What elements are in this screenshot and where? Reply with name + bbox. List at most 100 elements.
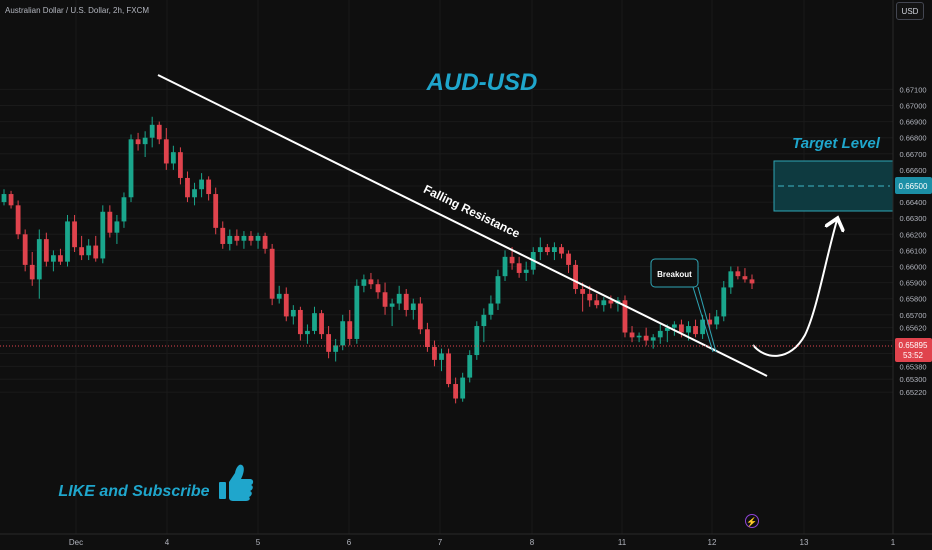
candle-body [100,211,106,259]
symbol-label[interactable]: Australian Dollar / U.S. Dollar, 2h, FXC… [5,6,150,15]
candle-body [608,300,614,304]
cta-text: LIKE and Subscribe [58,483,209,500]
lightning-icon[interactable]: ⚡ [745,514,759,528]
bar-countdown: 53:52 [903,351,924,360]
time-axis[interactable]: Dec 4 5 6 7 8 11 12 13 1 [0,533,932,547]
candle-body [333,345,339,352]
candle-body [72,221,77,248]
price-tick-label: 0.65620 [899,324,926,333]
candle-body [135,139,141,145]
candle-body [15,205,21,235]
candle-body [707,319,713,325]
candle-body [396,293,402,304]
projection-arrow [752,220,837,357]
time-tick-label: 11 [618,538,627,547]
candle-body [728,271,734,288]
candle-body [439,353,444,360]
candle-body [580,289,586,294]
candle-body [156,124,162,140]
price-tick-label: 0.65380 [899,362,926,371]
candle-body [657,330,663,338]
candle-body [361,279,367,286]
candle-body [107,211,113,233]
current-price-value: 0.65895 [899,341,928,350]
candle-body [664,327,670,331]
candle-body [185,177,190,198]
time-tick-label: 13 [800,538,809,547]
candle-body [297,309,303,335]
candle-body [255,235,261,241]
candle-body [354,285,360,339]
price-tick-label: 0.67000 [899,102,926,111]
target-level-label: Target Level [792,135,881,152]
candle-body [213,194,219,228]
candle-body [368,279,374,285]
breakout-callout[interactable] [650,258,699,288]
candle-body [269,248,275,299]
candle-body [340,321,346,346]
price-tick-label: 0.65300 [899,375,926,384]
candle-body [721,287,727,317]
candle-body [86,245,92,256]
price-tick-label: 0.66600 [899,166,926,175]
time-tick-label: Dec [69,538,83,547]
price-tick-label: 0.66300 [899,214,926,223]
price-tick-label: 0.66100 [899,246,926,255]
candle-body [601,300,607,306]
candle-body [79,247,85,256]
price-tick-label: 0.66800 [899,134,926,143]
target-price-tag [895,177,932,194]
candle-body [22,234,28,265]
candle-body [686,326,691,333]
time-tick-label: 8 [530,538,535,547]
candle-body [417,303,423,330]
candle-body [594,300,600,306]
price-tick-label: 0.67100 [899,85,926,94]
candle-body [481,314,487,327]
candle-body [326,334,332,352]
candle-body [50,255,56,262]
candle-body [749,279,755,284]
candle-body [566,253,571,265]
price-tick-label: 0.66200 [899,230,926,239]
candle-body [163,139,169,164]
candle-body [509,256,515,264]
candle-body [587,293,593,301]
candles-layer [1,116,755,404]
candle-body [516,263,522,273]
price-tick-label: 0.65800 [899,295,926,304]
time-tick-label: 1 [891,538,896,547]
time-tick-label: 6 [347,538,352,547]
candle-body [283,293,289,317]
candle-body [735,271,741,277]
candle-body [192,189,197,198]
candle-body [502,256,508,277]
candle-body [432,347,437,360]
candle-body [220,227,226,244]
price-tick-label: 0.65700 [899,311,926,320]
candle-body [319,313,324,335]
candle-body [8,194,14,206]
price-tick-label: 0.66700 [899,150,926,159]
price-tick-label: 0.66900 [899,118,926,127]
currency-button[interactable]: USD [896,2,924,20]
candle-body [170,152,176,164]
candle-body [206,179,212,195]
price-tick-label: 0.66000 [899,263,926,272]
breakout-callout-pointer [692,286,714,353]
candle-body [290,309,296,317]
price-axis[interactable]: 0.67100 0.67000 0.66900 0.66800 0.66700 0.666… [892,0,927,534]
chart-title: AUD-USD [426,69,538,96]
candle-body [488,303,494,315]
candle-body [559,247,564,254]
candle-body [276,293,282,299]
candle-body [467,355,473,378]
candle-body [1,194,7,203]
breakout-label: Breakout [657,270,692,279]
candle-body [671,324,677,328]
falling-resistance-trendline[interactable] [157,74,768,377]
candle-body [121,197,127,222]
candle-body [424,329,430,347]
